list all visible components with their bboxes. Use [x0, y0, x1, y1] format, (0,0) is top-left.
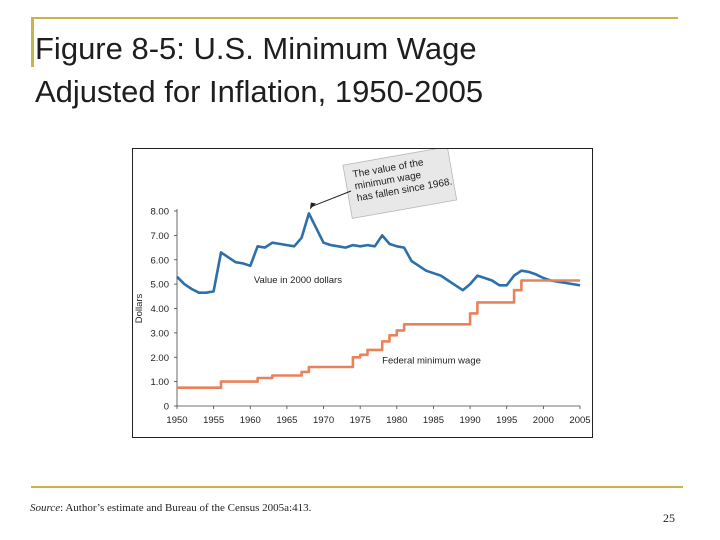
x-tick-label: 1960: [240, 415, 261, 426]
accent-line-bottom: [31, 486, 683, 488]
series-label-adjusted: Value in 2000 dollars: [254, 275, 342, 286]
y-tick-label: 3.00: [151, 328, 170, 339]
x-tick-label: 1955: [203, 415, 224, 426]
page-number: 25: [663, 511, 675, 525]
x-tick-label: 1950: [166, 415, 187, 426]
source-note: Source: Author’s estimate and Bureau of …: [30, 502, 311, 514]
y-tick-label: 8.00: [151, 207, 170, 218]
y-tick-label: 0: [164, 402, 169, 413]
chart-frame: 0 1.00 2.00 3.00 4.00 5.00 6.00 7.00 8.00 1950 195…: [132, 146, 593, 438]
series-line-adjusted: [176, 212, 581, 294]
source-text: : Author’s estimate and Bureau of the Ce…: [60, 502, 312, 514]
source-lead: Source: [30, 502, 61, 514]
y-tick-label: 2.00: [151, 353, 170, 364]
y-axis-label: Dollars: [134, 293, 145, 323]
annotation-arrow: [311, 190, 352, 207]
x-tick-label: 1985: [423, 415, 444, 426]
minimum-wage-chart: 0 1.00 2.00 3.00 4.00 5.00 6.00 7.00 8.00 1950 195…: [134, 146, 591, 426]
annotation-arrowhead: [309, 202, 316, 210]
accent-line-top: [31, 17, 678, 19]
x-tick-label: 1975: [350, 415, 371, 426]
y-tick-label: 1.00: [151, 377, 170, 388]
x-tick-label: 1965: [276, 415, 297, 426]
x-tick-label: 1980: [386, 415, 407, 426]
accent-line-vertical: [31, 17, 34, 67]
x-tick-label: 1970: [313, 415, 334, 426]
series-line-nominal: [177, 279, 580, 389]
y-tick-label: 6.00: [151, 255, 170, 266]
slide-title-line-1: Figure 8-5: U.S. Minimum Wage: [35, 31, 477, 66]
y-tick-label: 7.00: [151, 231, 170, 242]
slide-title: Figure 8-5: U.S. Minimum Wage Adjusted f…: [35, 27, 675, 113]
series-label-nominal: Federal minimum wage: [382, 355, 481, 366]
x-tick-label: 1990: [460, 415, 481, 426]
x-tick-label: 2005: [569, 415, 590, 426]
y-tick-label: 4.00: [151, 304, 170, 315]
x-tick-label: 2000: [533, 415, 554, 426]
y-tick-label: 5.00: [151, 280, 170, 291]
annotation-box: [342, 146, 458, 219]
x-tick-label: 1995: [496, 415, 517, 426]
slide-title-line-2: Adjusted for Inflation, 1950-2005: [35, 74, 484, 109]
